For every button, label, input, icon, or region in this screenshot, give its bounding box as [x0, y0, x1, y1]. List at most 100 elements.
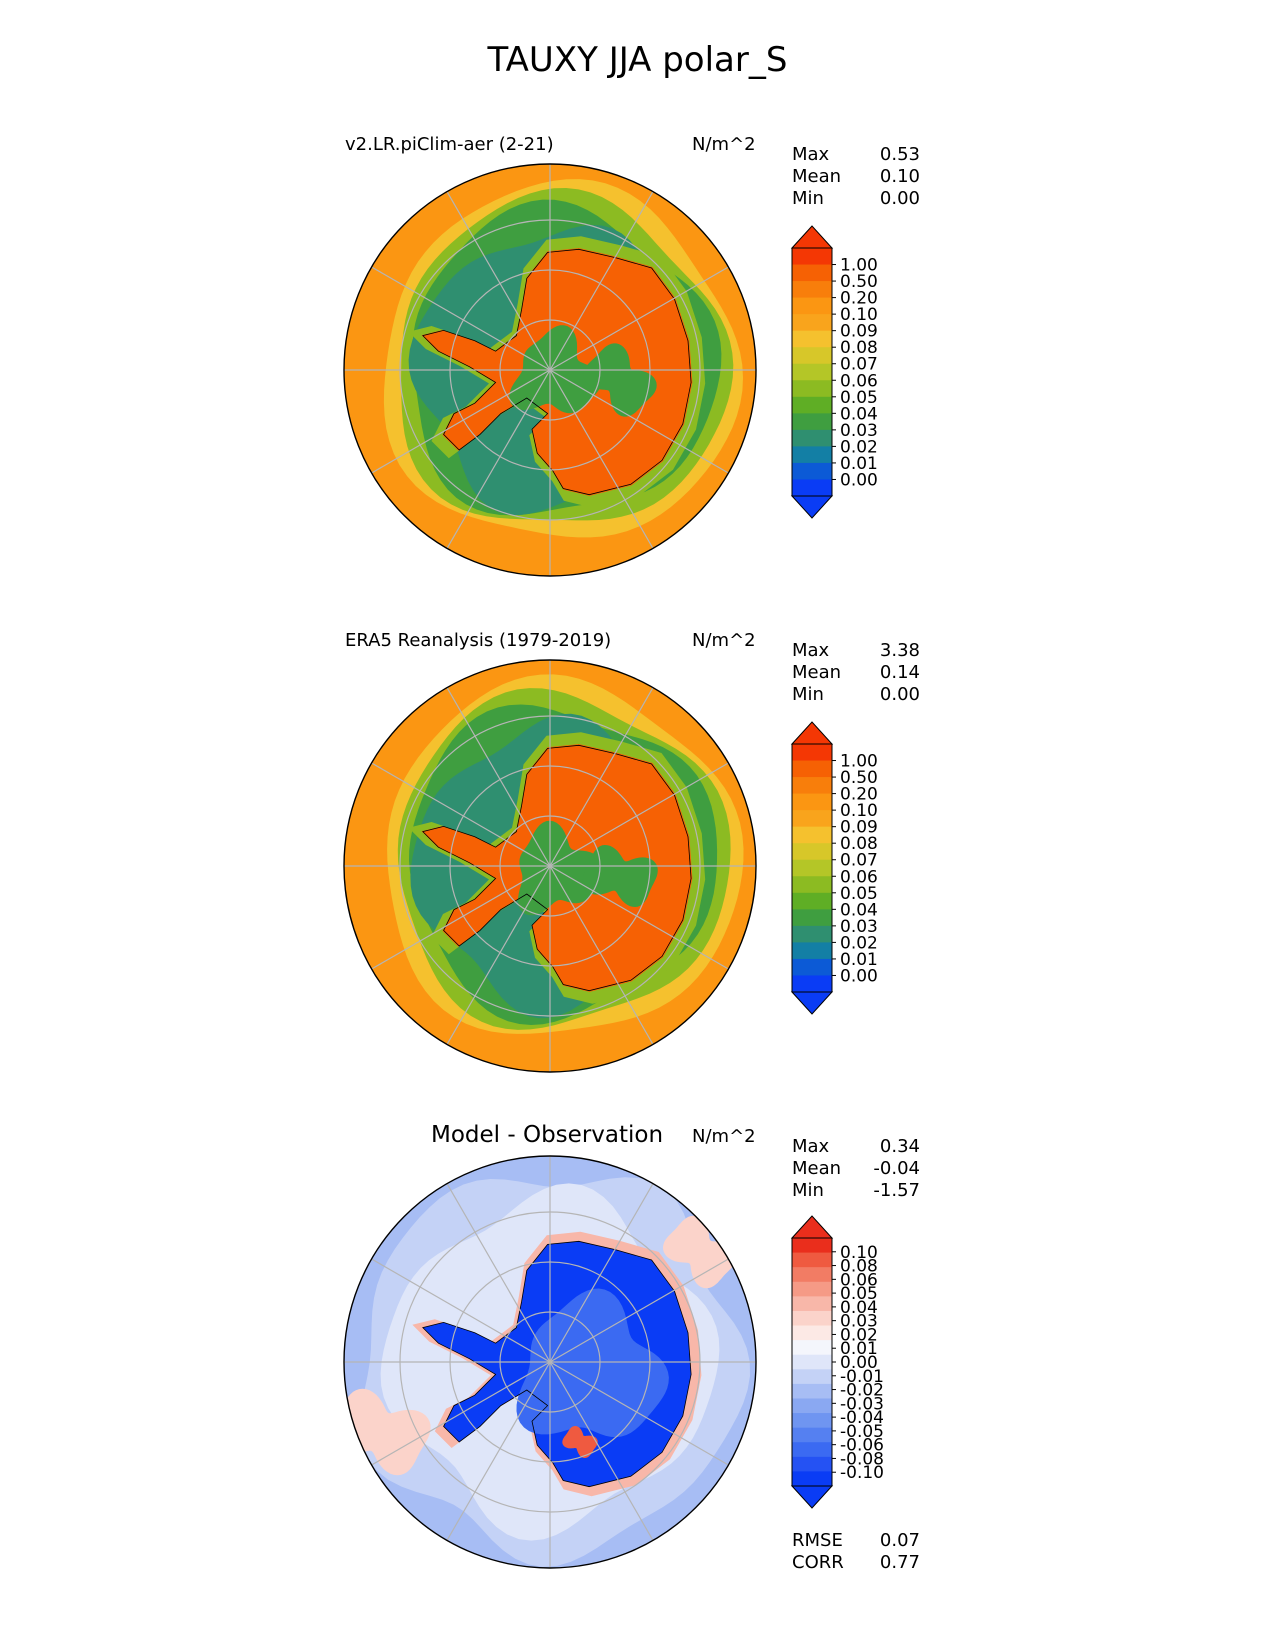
stats-box: Max 3.38 Mean 0.14 Min 0.00: [792, 640, 920, 706]
map-field: [344, 660, 756, 1072]
colorbar-bin: [792, 429, 832, 447]
metric-value: 0.07: [879, 1530, 920, 1551]
stat-value: 0.34: [879, 1136, 920, 1157]
colorbar-bin: [792, 363, 832, 381]
meridian-line: [549, 266, 729, 371]
colorbar-extend-min: [790, 495, 834, 519]
stat-min: Min -1.57: [792, 1180, 920, 1202]
stat-max: Max 3.38: [792, 640, 920, 662]
colorbar-tick-label: 0.09: [840, 322, 878, 342]
colorbar-tick-label: 0.02: [840, 933, 878, 953]
colorbar-tick-label: 0.04: [840, 900, 878, 920]
colorbar-bin: [792, 264, 832, 282]
colorbar-extend-max: [790, 721, 834, 745]
meridian-line: [446, 865, 551, 1045]
colorbar-tick-label: 0.09: [840, 818, 878, 838]
stat-value: -1.57: [873, 1180, 920, 1201]
colorbar-bin: [792, 975, 832, 993]
colorbar-tick-label: 0.00: [840, 470, 878, 490]
panel-units: N/m^2: [692, 630, 756, 651]
stat-label: Min: [792, 684, 824, 705]
colorbar-bin: [792, 413, 832, 431]
colorbar-bin: [792, 826, 832, 844]
polar-map: [343, 1155, 757, 1569]
colorbar-tick-label: 0.06: [840, 867, 878, 887]
colorbar-tick-label: -0.08: [840, 1449, 884, 1469]
colorbar-bin: [792, 1325, 832, 1341]
colorbar-bin: [792, 760, 832, 778]
contour-band: [562, 1426, 598, 1458]
colorbar-bin: [792, 1413, 832, 1429]
stat-value: 0.00: [879, 684, 920, 705]
colorbar-bin: [792, 1369, 832, 1385]
stat-value: -0.04: [873, 1158, 920, 1179]
colorbar-bin: [792, 347, 832, 365]
metrics-box: RMSE 0.07 CORR 0.77: [792, 1530, 920, 1574]
meridian-line: [549, 687, 654, 867]
colorbar-tick-label: 0.03: [840, 421, 878, 441]
colorbar-bin: [792, 843, 832, 861]
meridian-line: [549, 191, 654, 371]
stat-label: Mean: [792, 662, 842, 683]
colorbar-bin: [792, 892, 832, 910]
colorbar-tick-label: 0.08: [840, 338, 878, 358]
stat-mean: Mean 0.10: [792, 166, 920, 188]
metric-corr: CORR 0.77: [792, 1552, 920, 1574]
colorbar-tick-label: 0.10: [840, 1243, 878, 1263]
meridian-line: [549, 762, 729, 867]
colorbar-tick-label: 0.04: [840, 1298, 878, 1318]
colorbar-tick-label: 0.05: [840, 388, 878, 408]
contour-band: [663, 1215, 737, 1289]
colorbar-bin: [792, 958, 832, 976]
colorbar-bin: [792, 330, 832, 348]
stat-label: Mean: [792, 1158, 842, 1179]
meridian-line: [371, 266, 551, 371]
metric-value: 0.77: [879, 1552, 920, 1573]
panel-title: v2.LR.piClim-aer (2-21): [345, 134, 554, 155]
panel-units: N/m^2: [692, 134, 756, 155]
colorbar-bin: [792, 248, 832, 266]
colorbar-tick-label: 0.20: [840, 289, 878, 309]
colorbar: 1.000.500.200.100.090.080.070.060.050.04…: [790, 721, 878, 1015]
colorbar-tick-label: 0.10: [840, 801, 878, 821]
meridian-line: [549, 865, 654, 1045]
colorbar-tick-label: 0.05: [840, 884, 878, 904]
stat-min: Min 0.00: [792, 188, 920, 210]
colorbar-tick-label: 0.01: [840, 454, 878, 474]
stat-min: Min 0.00: [792, 684, 920, 706]
colorbar-tick-label: -0.04: [840, 1408, 884, 1428]
stat-label: Max: [792, 1136, 830, 1157]
meridian-line: [549, 1183, 654, 1363]
meridian-line: [446, 1183, 551, 1363]
colorbar-bin: [792, 1354, 832, 1370]
colorbar-tick-label: 0.06: [840, 371, 878, 391]
meridian-line: [371, 1361, 551, 1466]
coastline: [422, 744, 692, 992]
colorbar-bin: [792, 1296, 832, 1312]
colorbar-tick-label: 0.04: [840, 404, 878, 424]
colorbar-frame: [791, 247, 833, 497]
colorbar-bin: [792, 876, 832, 894]
stat-value: 3.38: [879, 640, 920, 661]
colorbar-tick-label: 0.01: [840, 1339, 878, 1359]
colorbar-bin: [792, 1471, 832, 1487]
meridian-line: [549, 1361, 729, 1466]
colorbar-bin: [792, 446, 832, 464]
colorbar-bin: [792, 1383, 832, 1399]
map-boundary: [343, 163, 757, 577]
colorbar-bin: [792, 942, 832, 960]
colorbar-tick-label: 0.08: [840, 1257, 878, 1277]
colorbar-tick-label: 0.07: [840, 355, 878, 375]
colorbar-tick-label: 0.07: [840, 851, 878, 871]
panel-title: Model - Observation: [431, 1122, 664, 1148]
stat-mean: Mean -0.04: [792, 1158, 920, 1180]
contour-band: [509, 325, 602, 414]
colorbar-extend-min: [790, 991, 834, 1015]
colorbar-bin: [792, 1238, 832, 1254]
colorbar-tick-label: 0.00: [840, 1353, 878, 1373]
meridian-line: [549, 369, 729, 474]
colorbar-bin: [792, 380, 832, 398]
stat-value: 0.10: [879, 166, 920, 187]
colorbar-tick-label: 0.03: [840, 917, 878, 937]
colorbar-tick-label: 0.00: [840, 966, 878, 986]
